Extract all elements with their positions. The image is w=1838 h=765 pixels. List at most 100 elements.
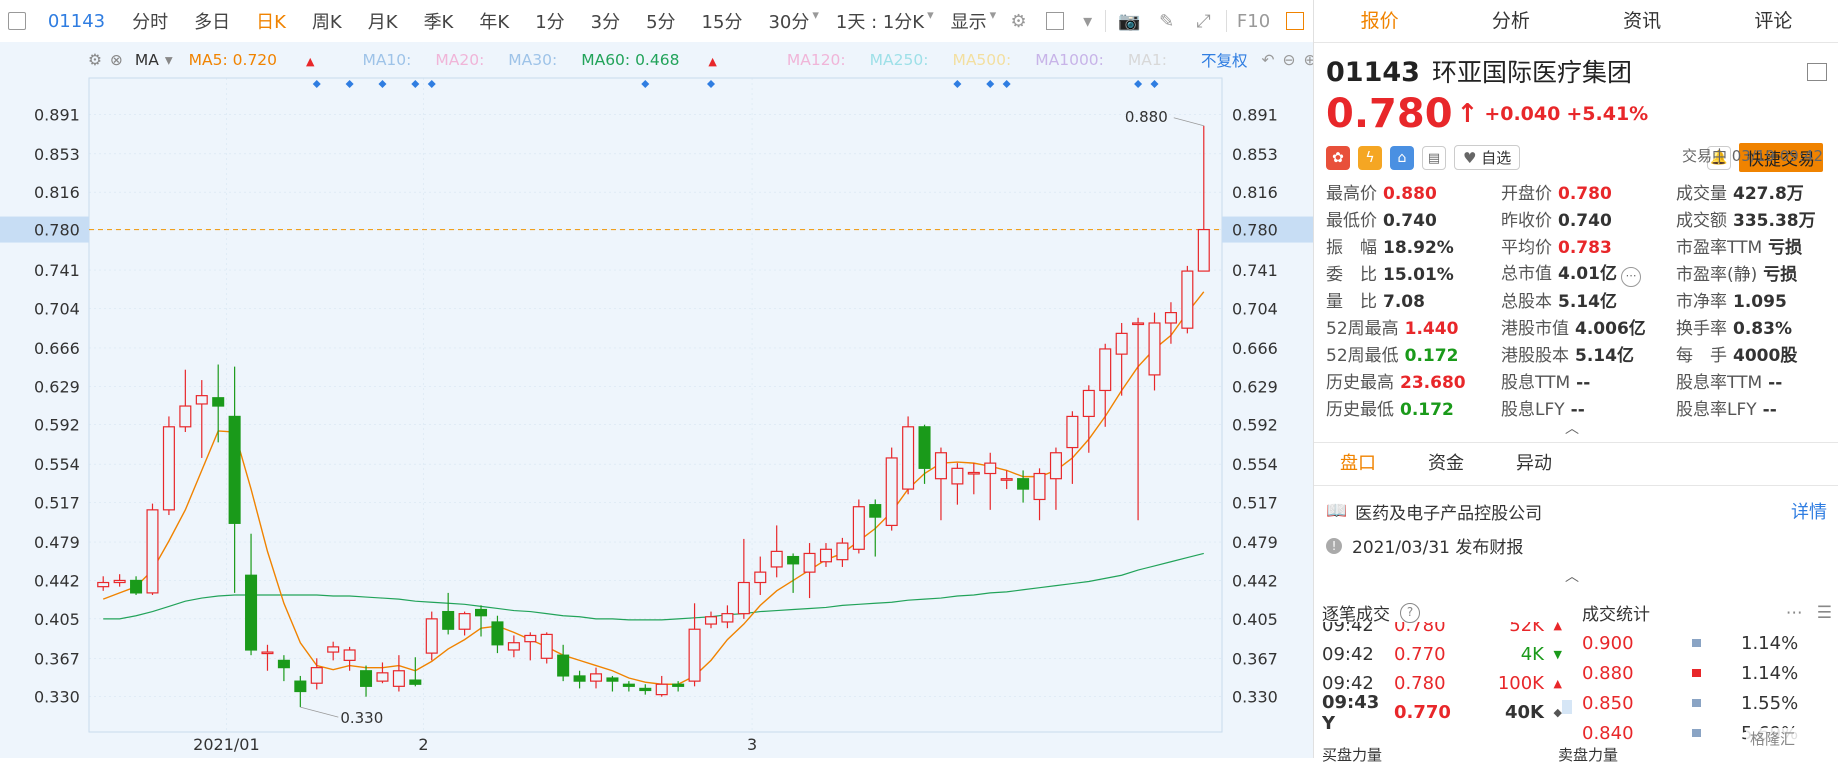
candle-up[interactable] (737, 581, 750, 615)
event-marker[interactable] (1002, 80, 1011, 88)
more-icon[interactable]: ⋯ (1785, 602, 1803, 623)
indicator-settings-icon[interactable]: ⚙ (88, 51, 102, 69)
candle-up[interactable] (902, 426, 915, 490)
event-marker[interactable] (1134, 80, 1143, 88)
candle-up[interactable] (934, 452, 947, 480)
period-tab[interactable]: 日K (256, 12, 286, 33)
event-marker[interactable] (427, 80, 436, 88)
candle-down[interactable] (672, 683, 685, 687)
candle-up[interactable] (1099, 348, 1112, 392)
candle-up[interactable] (967, 471, 980, 475)
f10-button[interactable]: F10 (1236, 10, 1271, 32)
candle-up[interactable] (179, 405, 192, 428)
period-tab[interactable]: 显示 (950, 12, 987, 33)
period-tab[interactable]: 1分 (535, 12, 565, 33)
candle-up[interactable] (327, 646, 340, 653)
candle-down[interactable] (787, 555, 800, 565)
candle-up[interactable] (1000, 478, 1013, 481)
candle-down[interactable] (212, 397, 225, 407)
candle-down[interactable] (918, 426, 931, 469)
candle-down[interactable] (130, 579, 143, 594)
candle-up[interactable] (458, 613, 471, 630)
candle-down[interactable] (475, 608, 488, 617)
panel-toggle-icon[interactable] (1285, 11, 1304, 31)
candle-up[interactable] (1082, 389, 1095, 418)
fullscreen-icon[interactable]: ⤢ (1196, 10, 1211, 32)
candle-up[interactable] (146, 509, 159, 594)
trades-scrollbar[interactable] (1562, 700, 1572, 714)
detail-tab[interactable]: 资金 (1428, 453, 1464, 474)
candle-up[interactable] (162, 426, 175, 511)
candle-up[interactable] (1164, 312, 1177, 324)
camera-icon[interactable]: 📷 (1118, 10, 1141, 32)
detail-tab[interactable]: 盘口 (1340, 453, 1376, 474)
chevron-down-icon[interactable]: ▾ (1083, 10, 1093, 32)
candle-down[interactable] (360, 670, 373, 687)
zoom-out-icon[interactable]: ⊖ (1282, 51, 1296, 69)
period-tab[interactable]: 季K (423, 12, 454, 33)
candle-up[interactable] (507, 642, 520, 651)
chevron-down-icon[interactable]: ▾ (164, 51, 173, 69)
period-tab[interactable]: 15分 (701, 12, 743, 33)
candle-up[interactable] (1181, 270, 1194, 329)
candle-up[interactable] (261, 651, 274, 655)
candle-up[interactable] (984, 462, 997, 475)
tag-icon[interactable]: ⌂ (1390, 145, 1414, 170)
candle-up[interactable] (113, 579, 126, 584)
event-marker[interactable] (706, 80, 715, 88)
event-marker[interactable] (378, 80, 387, 88)
chevron-down-icon[interactable]: ▾ (989, 8, 997, 23)
candle-down[interactable] (869, 504, 882, 518)
candle-up[interactable] (425, 618, 438, 654)
stock-code-tab[interactable]: 01143 (47, 10, 106, 32)
quote-tab[interactable]: 报价 (1360, 10, 1399, 32)
candle-down[interactable] (277, 659, 290, 669)
pen-icon[interactable]: ✎ (1159, 10, 1175, 32)
list-icon[interactable]: ☰ (1816, 602, 1832, 623)
restore-rights-button[interactable]: 不复权 (1200, 52, 1248, 70)
chevron-down-icon[interactable]: ▾ (812, 8, 819, 23)
kline-chart-svg[interactable]: 0.891 0.891 0.853 0.853 0.816 0.816 0.780 0.780… (0, 42, 1313, 758)
settings-icon[interactable]: ⚙ (1010, 10, 1027, 32)
more-icon[interactable]: ⋯ (1620, 266, 1641, 287)
candle-up[interactable] (1132, 322, 1145, 326)
candle-up[interactable] (540, 633, 553, 659)
collapse-chevron-icon[interactable]: ︿ (1565, 421, 1579, 437)
period-tab[interactable]: 月K (367, 12, 398, 33)
candle-up[interactable] (951, 467, 964, 485)
candle-up[interactable] (1066, 415, 1079, 449)
candle-down[interactable] (573, 675, 586, 682)
quote-tab[interactable]: 资讯 (1623, 10, 1662, 32)
candle-up[interactable] (1148, 322, 1161, 376)
event-marker[interactable] (986, 80, 995, 88)
candle-down[interactable] (1017, 478, 1030, 490)
period-tab[interactable]: 周K (311, 12, 342, 33)
collapse-chevron-icon[interactable]: ︿ (1565, 569, 1579, 585)
candle-up[interactable] (1197, 228, 1210, 272)
quote-tab[interactable]: 分析 (1491, 10, 1530, 32)
candle-down[interactable] (639, 687, 652, 692)
event-marker[interactable] (411, 80, 420, 88)
period-tab[interactable]: 1天 : 1分K (835, 12, 925, 33)
watchlist-button[interactable]: ♥ 自选 (1454, 145, 1521, 170)
candle-up[interactable] (770, 550, 783, 568)
period-tab[interactable]: 3分 (590, 12, 621, 33)
detail-link[interactable]: 详情 (1791, 502, 1827, 523)
bell-icon[interactable]: 🔔 (1707, 145, 1731, 170)
chevron-down-icon[interactable]: ▾ (927, 8, 934, 23)
lightning-icon[interactable]: ϟ (1358, 145, 1382, 170)
candle-up[interactable] (754, 571, 767, 584)
candle-up[interactable] (721, 613, 734, 623)
candle-down[interactable] (245, 574, 258, 651)
candle-up[interactable] (688, 628, 701, 682)
candle-up[interactable] (819, 548, 832, 563)
candle-down[interactable] (294, 680, 307, 693)
candle-up[interactable] (852, 506, 865, 550)
undo-icon[interactable]: ↶ (1261, 51, 1275, 69)
candle-up[interactable] (524, 634, 537, 643)
event-marker[interactable] (345, 80, 354, 88)
candle-down[interactable] (442, 610, 455, 630)
period-tab[interactable]: 5分 (646, 12, 676, 33)
note-icon[interactable]: ▤ (1422, 145, 1446, 170)
hk-flag-icon[interactable]: ✿ (1326, 145, 1350, 170)
